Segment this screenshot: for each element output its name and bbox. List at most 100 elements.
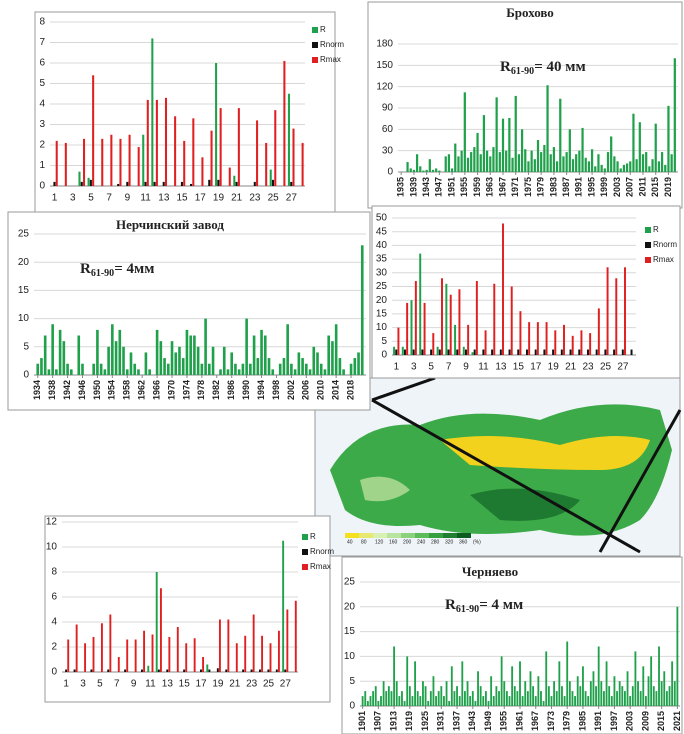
map-dry-zone [440,436,650,470]
bar [673,681,676,706]
y-tick-label: 10 [376,322,388,333]
bar [554,330,557,355]
x-tick-label: 11 [140,193,151,204]
bar [501,118,505,172]
bar [648,166,651,172]
y-tick-label: 0 [39,181,45,192]
bar [444,156,447,172]
x-tick-label: 1934 [32,380,42,400]
x-tick-label: 1942 [62,380,72,400]
bar [168,637,171,672]
bar [170,341,174,375]
bar [92,363,95,375]
x-tick-label: 1950 [92,380,102,400]
bar [408,686,411,706]
bar [618,681,621,706]
bar [631,686,634,706]
scale-swatch [457,533,471,538]
bar [425,169,428,172]
bar [637,681,639,706]
x-tick-label: 23 [246,679,258,690]
bar [514,95,517,172]
bar [489,156,492,172]
chart-title: Брохово [506,5,554,20]
bar [353,358,357,375]
bar [83,138,86,186]
bar [477,671,479,706]
x-tick-label: 17 [530,362,542,373]
connector [371,376,436,402]
bar [271,369,275,375]
bar [563,696,566,706]
bar [513,686,516,706]
legend-swatch [302,564,308,570]
bar [493,283,496,355]
bar [219,369,222,375]
y-tick-label: 180 [376,39,393,50]
bar [562,156,565,172]
x-tick-label: 2021 [672,711,682,731]
bar [424,686,427,706]
bar [578,150,581,172]
bar [81,363,84,375]
bar [185,643,188,672]
bar [540,152,543,172]
x-tick-label: 1958 [122,380,132,400]
bar [294,600,297,672]
x-tick-label: 1959 [472,177,482,197]
bar [630,349,633,355]
legend-swatch [312,27,318,33]
bar [361,696,364,706]
bar [174,352,178,375]
x-tick-label: 1901 [357,711,367,731]
bar [600,164,603,172]
bar [235,643,238,672]
chart-panel: 0 5 10 15 20 25 Черняево R61-90= 4 мм 1901 1907 19… [341,556,683,734]
bar [547,686,550,706]
y-tick-label: 40 [376,240,388,251]
bar [505,691,508,706]
bar [527,161,530,172]
bar [62,341,66,375]
bar [416,691,419,706]
x-tick-label: 1949 [483,711,493,731]
bar [584,157,587,172]
bar [233,175,236,186]
bar [374,686,377,706]
legend-label: Rmax [320,55,341,64]
bar [479,154,482,172]
scale-label: 280 [431,539,440,545]
y-tick-label: 4 [39,99,45,110]
bar [565,152,568,172]
bar [671,661,674,706]
bar [252,335,256,375]
x-tick-label: 1961 [514,711,524,731]
x-tick-label: 27 [280,679,292,690]
bar [398,696,401,706]
bar [499,349,502,355]
bar [595,686,597,706]
bar [210,130,213,186]
bar [143,630,146,672]
bar [58,329,62,375]
bar [605,661,608,706]
y-tick-label: 50 [376,213,388,224]
bar [475,281,478,355]
bar [226,369,230,375]
x-tick-label: 1931 [436,711,446,731]
bar [323,369,327,375]
bar [471,691,474,706]
bar [437,691,440,706]
x-tick-label: 17 [195,193,207,204]
bar [558,661,561,706]
bar [406,302,409,355]
x-tick-label: 3 [70,193,76,204]
bar [543,144,546,172]
bar [216,668,219,672]
bar [144,181,147,186]
bar [450,666,453,706]
bar [269,169,272,186]
y-tick-label: 8 [39,17,45,28]
scale-label: 200 [403,539,412,545]
bar [449,294,452,355]
